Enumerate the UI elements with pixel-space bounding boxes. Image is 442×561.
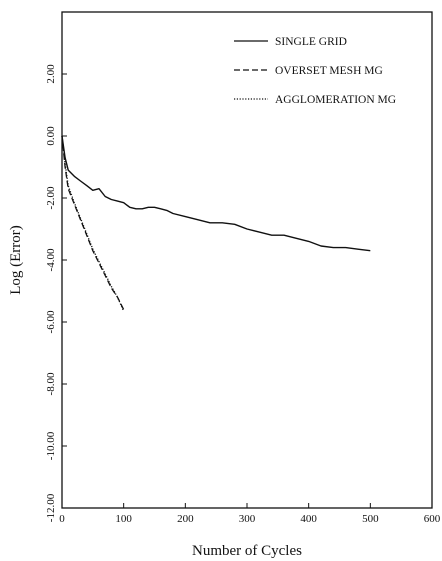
x-tick-label: 500 — [362, 513, 379, 525]
x-tick-label: 400 — [300, 513, 317, 525]
y-axis-title: Log (Error) — [8, 225, 24, 295]
legend-label: OVERSET MESH MG — [275, 65, 383, 77]
y-tick-label: 2.00 — [45, 64, 57, 84]
y-tick-label: -6.00 — [45, 310, 57, 333]
legend: SINGLE GRID OVERSET MESH MG AGGLOMERATION … — [234, 36, 396, 106]
series-lines — [61, 135, 371, 312]
y-tick-label: -12.00 — [45, 493, 57, 522]
y-tick-label: -2.00 — [45, 186, 57, 209]
y-tick-label: 0.00 — [45, 126, 57, 146]
x-tick-label: 200 — [177, 513, 194, 525]
axis-ticks: 0 100 200 300 400 500 600 2.00 0.00 -2.00 -4.00 -6.… — [45, 64, 441, 525]
series-line-single-grid — [61, 135, 371, 252]
x-tick-label: 100 — [115, 513, 132, 525]
x-tick-label: 300 — [239, 513, 256, 525]
x-tick-label: 0 — [59, 513, 65, 525]
legend-label: AGGLOMERATION MG — [275, 94, 396, 106]
y-tick-label: -10.00 — [45, 431, 57, 460]
x-axis-title: Number of Cycles — [192, 543, 302, 559]
y-tick-label: -8.00 — [45, 372, 57, 395]
series-line-overset-mesh-mg — [61, 135, 125, 310]
x-tick-label: 600 — [424, 513, 441, 525]
series-line-agglomeration-mg — [61, 135, 125, 312]
plot-frame — [61, 11, 433, 509]
y-tick-label: -4.00 — [45, 248, 57, 271]
legend-label: SINGLE GRID — [275, 36, 347, 48]
